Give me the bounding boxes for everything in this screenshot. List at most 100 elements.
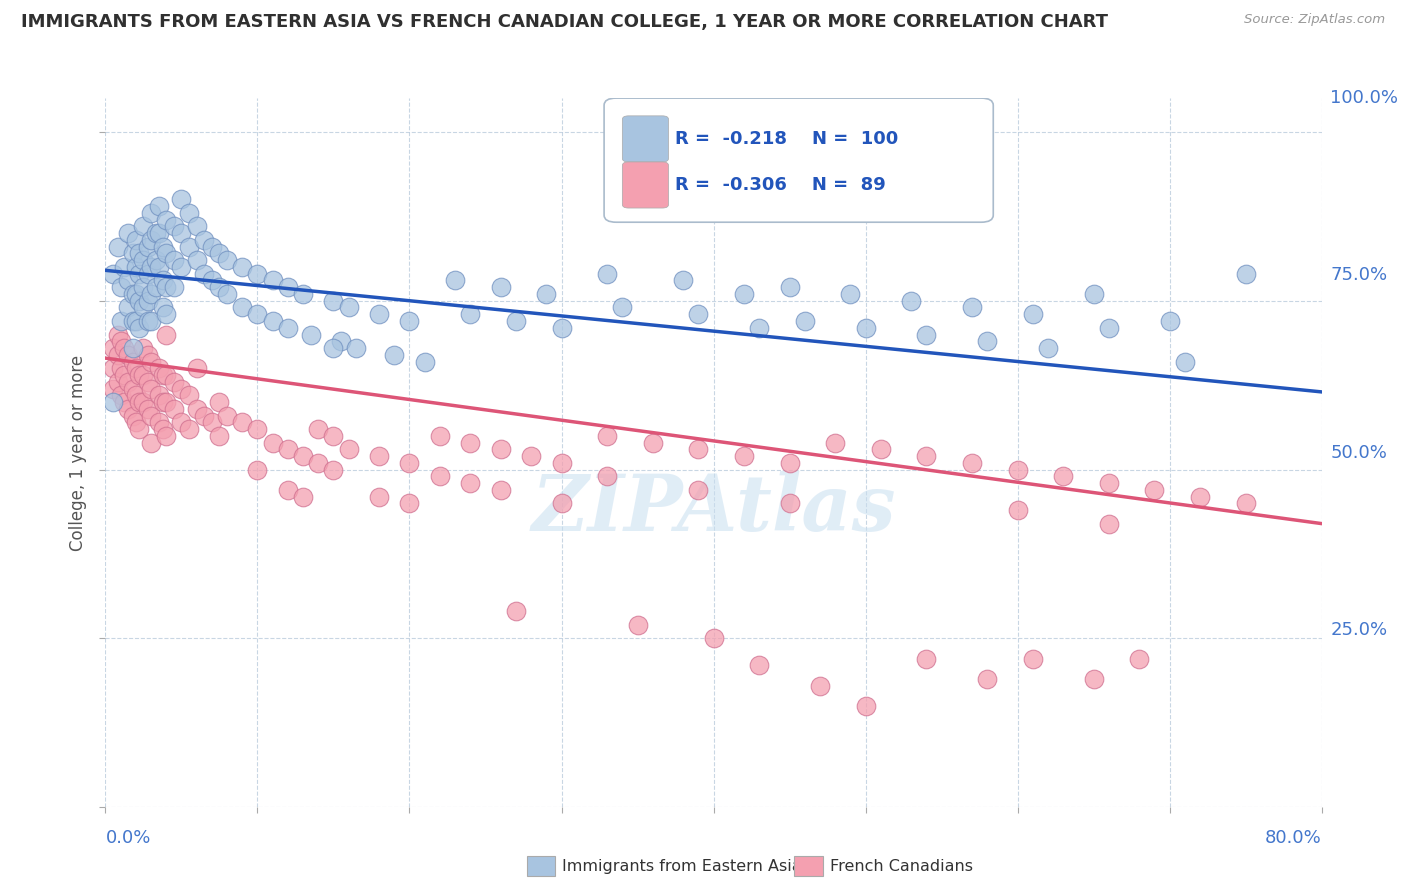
Point — [145, 226, 167, 240]
Point — [398, 456, 420, 470]
Point — [1098, 516, 1121, 531]
Point — [748, 658, 770, 673]
Point — [110, 314, 132, 328]
Point — [458, 435, 481, 450]
Point — [170, 382, 193, 396]
Point — [900, 293, 922, 308]
Point — [201, 240, 224, 254]
Point — [177, 422, 200, 436]
Point — [398, 496, 420, 510]
Point — [186, 361, 208, 376]
Point — [170, 260, 193, 274]
Point — [382, 348, 405, 362]
Point — [148, 415, 170, 429]
Point — [550, 320, 572, 334]
Point — [277, 280, 299, 294]
Point — [132, 253, 155, 268]
Point — [505, 314, 527, 328]
Point — [112, 260, 135, 274]
Point — [292, 449, 315, 463]
Point — [128, 293, 150, 308]
Point — [596, 469, 619, 483]
Point — [163, 401, 186, 416]
Point — [139, 382, 162, 396]
Point — [132, 301, 155, 315]
Point — [152, 422, 174, 436]
Point — [155, 307, 177, 321]
Point — [107, 348, 129, 362]
Point — [148, 260, 170, 274]
Point — [262, 314, 284, 328]
Point — [536, 287, 558, 301]
Point — [793, 314, 815, 328]
Point — [641, 435, 664, 450]
Point — [429, 429, 451, 443]
Point — [139, 287, 162, 301]
Text: R =  -0.306    N =  89: R = -0.306 N = 89 — [675, 177, 886, 194]
Point — [110, 280, 132, 294]
Point — [337, 442, 360, 457]
Point — [307, 422, 329, 436]
Point — [117, 273, 139, 287]
Point — [688, 442, 710, 457]
Text: 50.0%: 50.0% — [1330, 443, 1388, 462]
Point — [299, 327, 322, 342]
Text: 75.0%: 75.0% — [1330, 267, 1388, 285]
Point — [201, 273, 224, 287]
Point — [277, 320, 299, 334]
Point — [170, 193, 193, 207]
Point — [824, 435, 846, 450]
Point — [155, 368, 177, 382]
Point — [1083, 287, 1105, 301]
Point — [489, 483, 512, 497]
Point — [101, 361, 124, 376]
Point — [136, 348, 159, 362]
Point — [132, 368, 155, 382]
Point — [148, 388, 170, 402]
Point — [208, 429, 231, 443]
Point — [322, 293, 344, 308]
Point — [125, 287, 148, 301]
Point — [193, 409, 215, 423]
Point — [976, 334, 998, 349]
Point — [101, 267, 124, 281]
Point — [152, 273, 174, 287]
Point — [128, 267, 150, 281]
Point — [163, 219, 186, 234]
Point — [839, 287, 862, 301]
Text: 0.0%: 0.0% — [105, 829, 150, 847]
Point — [152, 301, 174, 315]
Point — [186, 253, 208, 268]
Point — [1022, 651, 1045, 665]
Point — [688, 483, 710, 497]
Point — [505, 604, 527, 618]
FancyBboxPatch shape — [623, 116, 668, 162]
Point — [1143, 483, 1166, 497]
Point — [155, 429, 177, 443]
Point — [246, 307, 269, 321]
Point — [163, 280, 186, 294]
Text: R =  -0.218    N =  100: R = -0.218 N = 100 — [675, 130, 898, 148]
Point — [208, 280, 231, 294]
Point — [136, 375, 159, 389]
Point — [976, 672, 998, 686]
Point — [277, 483, 299, 497]
Point — [139, 435, 162, 450]
Point — [231, 415, 253, 429]
Point — [121, 246, 143, 260]
Text: 80.0%: 80.0% — [1265, 829, 1322, 847]
Point — [177, 388, 200, 402]
Point — [125, 361, 148, 376]
Point — [155, 395, 177, 409]
Point — [139, 409, 162, 423]
Point — [322, 429, 344, 443]
Point — [550, 496, 572, 510]
Point — [344, 341, 367, 355]
Text: Immigrants from Eastern Asia: Immigrants from Eastern Asia — [562, 859, 801, 873]
Point — [1188, 490, 1211, 504]
Point — [444, 273, 467, 287]
Point — [193, 233, 215, 247]
Point — [125, 314, 148, 328]
Point — [177, 206, 200, 220]
Point — [139, 206, 162, 220]
